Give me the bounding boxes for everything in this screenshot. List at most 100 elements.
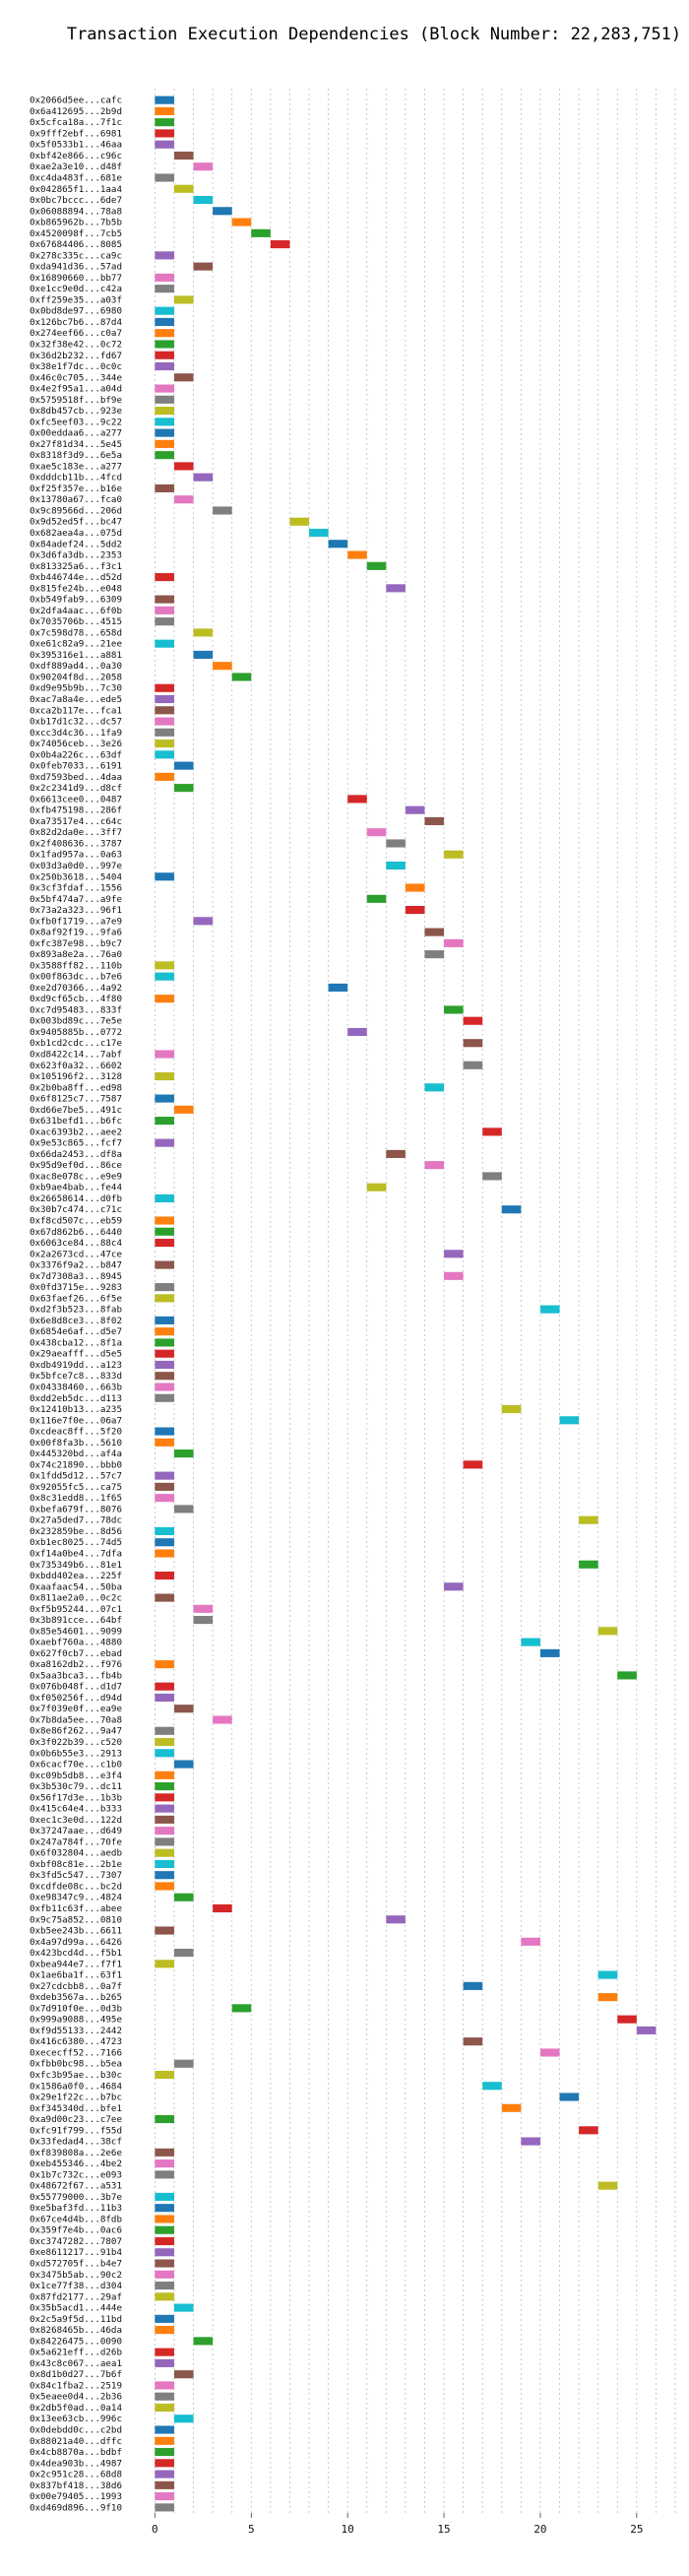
transaction-bar	[444, 1271, 464, 1280]
transaction-bar	[463, 1039, 483, 1048]
transaction-label: 0x999a9088...495e	[30, 2015, 122, 2026]
transaction-bar	[155, 740, 174, 748]
transaction-label: 0xa9d00c23...c7ee	[30, 2114, 122, 2125]
transaction-label: 0xec1c3e0d...122d	[30, 1815, 122, 1826]
transaction-bar	[463, 2037, 483, 2046]
transaction-bar	[155, 606, 174, 614]
transaction-label: 0x076b048f...d1d7	[30, 1682, 122, 1693]
transaction-bar	[539, 1305, 560, 1314]
transaction-label: 0x4e2f95a1...a04d	[30, 384, 122, 395]
transaction-label: 0x5cfca18a...7f1c	[30, 117, 122, 128]
transaction-label: 0xd572705f...b4e7	[30, 2259, 122, 2270]
transaction-label: 0x416c6380...4723	[30, 2036, 122, 2047]
transaction-label: 0xdeb3567a...b265	[30, 1992, 122, 2003]
transaction-label: 0xeb455346...4be2	[30, 2158, 122, 2169]
transaction-bar	[597, 2181, 618, 2190]
transaction-label: 0x6613cee0...0487	[30, 794, 122, 805]
transaction-label: 0xa73517e4...c64c	[30, 816, 122, 827]
transaction-bar	[597, 1970, 618, 1979]
transaction-label: 0x27cdcbb8...0a7f	[30, 1981, 122, 1992]
transaction-bar	[155, 173, 174, 182]
transaction-label: 0x7035706b...4515	[30, 616, 122, 627]
transaction-bar	[213, 1715, 232, 1724]
transaction-label: 0x423bcd4d...f5b1	[30, 1948, 122, 1959]
transaction-label: 0xd66e7be5...491c	[30, 1105, 122, 1116]
transaction-label: 0x2a2673cd...47ce	[30, 1249, 122, 1259]
transaction-label: 0x6cacf70e...c1b0	[30, 1760, 122, 1771]
transaction-label: 0xae2a3e10...d48f	[30, 161, 122, 172]
grid-lines	[154, 89, 676, 2513]
transaction-label: 0xac7a8a4e...ede5	[30, 694, 122, 705]
transaction-label: 0xbea944e7...f7f1	[30, 1959, 122, 1969]
transaction-label: 0x4520098f...7cb5	[30, 228, 122, 239]
transaction-label: 0x1ce77f38...d304	[30, 2281, 123, 2291]
transaction-bar	[155, 395, 174, 404]
transaction-bar	[155, 1749, 174, 1758]
transaction-bar	[231, 2004, 252, 2013]
transaction-bar	[155, 1427, 174, 1436]
transaction-bar	[386, 1149, 406, 1158]
transaction-label: 0x0bc7bccc...6de7	[30, 195, 122, 206]
transaction-bar	[463, 1981, 483, 1990]
transaction-bar	[155, 1438, 174, 1447]
transaction-label: 0x67684406...8085	[30, 239, 122, 250]
transaction-bar	[155, 2292, 174, 2301]
transaction-bar	[424, 950, 445, 959]
transaction-bar	[155, 2248, 174, 2257]
transaction-bar	[155, 2358, 174, 2367]
transaction-label: 0x38e1f7dc...0c0c	[30, 361, 122, 372]
transaction-label: 0x37247aae...d649	[30, 1826, 122, 1836]
transaction-bar	[155, 1660, 174, 1669]
transaction-bar	[173, 1705, 194, 1713]
bars	[155, 96, 657, 2512]
transaction-label: 0x87fd2177...29af	[30, 2291, 122, 2302]
transaction-bar	[155, 2281, 174, 2290]
transaction-label: 0x9e53c865...fcf7	[30, 1138, 122, 1149]
transaction-label: 0x5759518f...bf9e	[30, 395, 122, 406]
transaction-bar	[155, 1050, 174, 1059]
transaction-label: 0xe5baf3fd...11b3	[30, 2203, 122, 2214]
transaction-bar	[173, 761, 194, 770]
transaction-label: 0x35b5acd1...444e	[30, 2303, 122, 2314]
transaction-bar	[155, 2148, 174, 2157]
transaction-label: 0x33fedad4...38cf	[30, 2137, 122, 2148]
x-tick-label: 10	[342, 2523, 354, 2536]
transaction-bar	[155, 2503, 174, 2512]
transaction-bar	[193, 1604, 214, 1613]
transaction-label: 0xb17d1c32...dc57	[30, 717, 122, 728]
transaction-label: 0xac8e078c...e9e9	[30, 1171, 122, 1182]
transaction-bar	[579, 1515, 598, 1524]
transaction-bar	[155, 1316, 174, 1324]
transaction-bar	[444, 1582, 464, 1591]
transaction-bar	[386, 1915, 406, 1924]
transaction-bar	[155, 1793, 174, 1802]
transaction-label: 0x16890660...bb77	[30, 273, 122, 284]
transaction-label: 0xbf08c81e...2b1e	[30, 1859, 122, 1870]
transaction-bar	[155, 872, 174, 881]
transaction-bar	[559, 1416, 580, 1425]
transaction-bar	[405, 805, 425, 814]
transaction-bar	[539, 2048, 560, 2057]
transaction-bar	[155, 1138, 174, 1147]
transaction-label: 0x7d7308a3...8945	[30, 1271, 122, 1282]
transaction-label: 0x0bd8de97...6980	[30, 306, 122, 317]
transaction-bar	[424, 1161, 445, 1170]
transaction-label: 0xececff52...7166	[30, 2047, 122, 2058]
transaction-label: 0x5eaee0d4...2b36	[30, 2392, 122, 2403]
transaction-label: 0x1ae6ba1f...63f1	[30, 1970, 122, 1981]
transaction-label: 0xb549fab9...6309	[30, 595, 122, 606]
transaction-bar	[444, 1250, 464, 1258]
transaction-bar	[155, 1882, 174, 1891]
transaction-bar	[155, 1471, 174, 1480]
transaction-bar	[309, 528, 329, 538]
transaction-label: 0x7f039e0f...ea9e	[30, 1704, 122, 1714]
transaction-label: 0x445320bd...af4a	[30, 1449, 122, 1459]
transaction-bar	[155, 717, 174, 726]
transaction-bar	[155, 1771, 174, 1779]
transaction-bar	[155, 418, 174, 426]
transaction-label: 0x8db457cb...923e	[30, 406, 122, 417]
transaction-label: 0x6f8125c7...7587	[30, 1094, 122, 1105]
transaction-bar	[155, 2403, 174, 2413]
transaction-bar	[155, 750, 174, 759]
